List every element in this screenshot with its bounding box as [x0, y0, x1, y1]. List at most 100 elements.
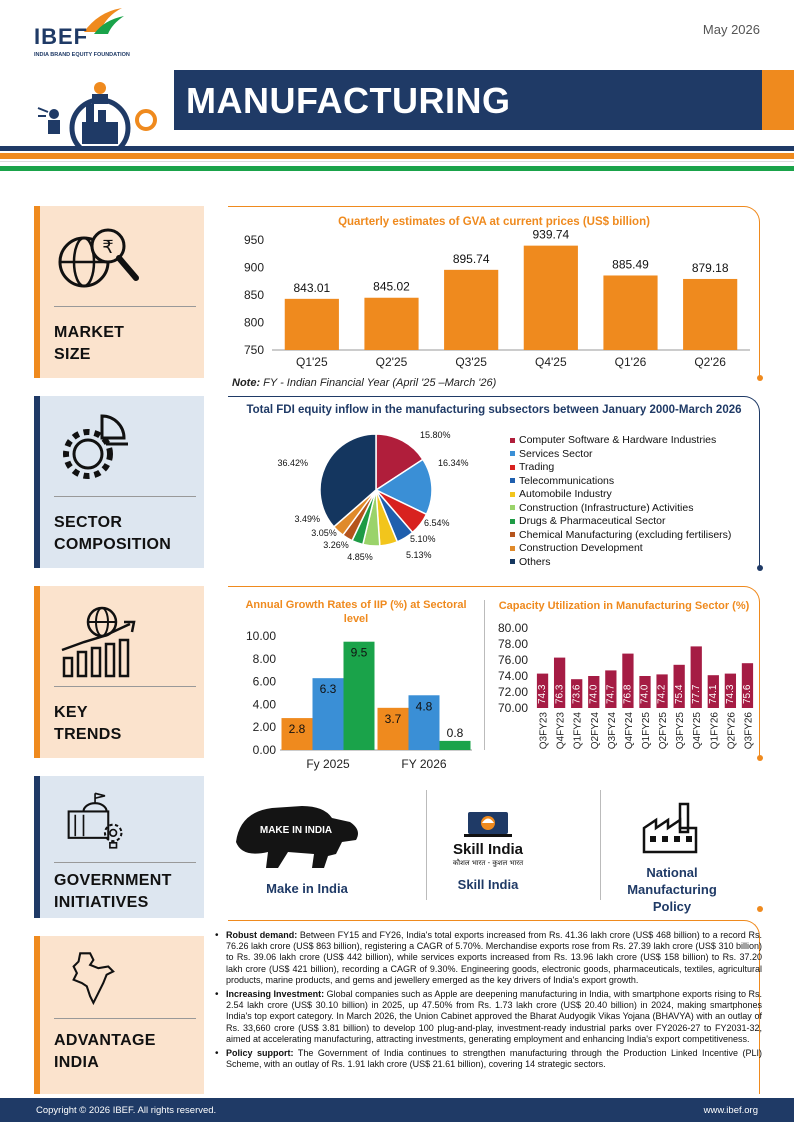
fdi-frame [228, 396, 760, 568]
capacity-y-tick: 80.00 [498, 621, 528, 635]
capacity-x-tick: Q2FY26 [726, 712, 737, 750]
gva-chart-title: Quarterly estimates of GVA at current pr… [338, 216, 650, 228]
sector-composition-label-1: SECTOR [54, 514, 123, 531]
capacity-value-label: 73.6 [571, 684, 582, 704]
sector-composition-panel: SECTOR COMPOSITION [34, 396, 204, 568]
capacity-x-tick: Q3FY26 [743, 712, 754, 750]
frame-dot [757, 375, 763, 381]
gva-bar [284, 298, 339, 350]
capacity-bar [536, 673, 549, 708]
gva-y-tick: 850 [244, 288, 264, 302]
iip-y-tick: 10.00 [246, 629, 276, 643]
capacity-value-label: 77.7 [691, 684, 702, 704]
make-in-india-lion-logo: MAKE IN INDIA [236, 806, 358, 868]
fdi-legend-item: Chemical Manufacturing (excluding fertil… [510, 529, 760, 543]
key-trends-panel: KEY TRENDS [34, 586, 204, 758]
stripe-white [0, 161, 794, 165]
iip-bar [439, 740, 471, 750]
capacity-bar [707, 675, 719, 708]
iip-value-label: 3.7 [385, 712, 402, 726]
capacity-bar [656, 674, 668, 708]
gva-y-tick: 800 [244, 316, 264, 330]
capacity-value-label: 74.1 [708, 684, 719, 704]
svg-text:कौशल भारत - कुशल भारत: कौशल भारत - कुशल भारत [453, 858, 524, 867]
gva-note: Note: FY - Indian Financial Year (April … [232, 377, 497, 389]
capacity-x-tick: Q4FY25 [692, 712, 703, 750]
government-initiatives-label-2: INITIATIVES [54, 894, 149, 911]
capacity-x-tick: Q3FY24 [607, 712, 618, 750]
gva-x-tick: Q1'26 [615, 355, 647, 369]
iip-x-tick: FY 2026 [401, 757, 446, 771]
capacity-bar [588, 676, 600, 708]
fdi-pie-slice [375, 433, 424, 492]
capacity-bar [724, 673, 737, 708]
fdi-legend-swatch [510, 491, 515, 497]
iip-bar [343, 641, 375, 750]
iip-y-tick: 4.00 [253, 697, 277, 711]
factory-icon [642, 802, 698, 854]
advantage-item-policy: Policy support: The Government of India … [214, 1048, 762, 1070]
gva-frame [228, 206, 760, 378]
logo-flag-icon [84, 8, 124, 34]
gva-x-tick: Q1'25 [296, 355, 328, 369]
trend-separator [484, 600, 485, 750]
capacity-value-label: 76.8 [623, 684, 634, 704]
india-map-icon [72, 952, 115, 1006]
sector-composition-label-2: COMPOSITION [54, 536, 172, 553]
gear-pie-icon [63, 414, 128, 479]
capacity-chart-title: Capacity Utilization in Manufacturing Se… [498, 600, 750, 612]
capacity-bar-chart: 70.00 72.00 74.00 76.00 78.00 80.00 74.3 Q3FY23… [498, 621, 754, 750]
iip-y-tick: 2.00 [253, 720, 277, 734]
capacity-x-tick: Q1FY25 [641, 712, 652, 750]
capacity-x-tick: Q1FY24 [573, 712, 584, 750]
capacity-y-tick: 78.00 [498, 637, 528, 651]
skill-india-label: Skill India [457, 877, 519, 892]
gva-bar [444, 269, 499, 350]
capacity-bar [741, 663, 754, 708]
fdi-slice-label: 3.26% [323, 540, 349, 550]
fdi-slice-label: 5.13% [406, 550, 432, 560]
fdi-legend-item: Trading [510, 461, 760, 475]
fdi-legend-swatch [510, 437, 515, 443]
gva-x-tick: Q2'25 [376, 355, 408, 369]
fdi-legend-swatch [510, 505, 515, 511]
iip-bar-chart: 0.00 2.00 4.00 6.00 8.00 10.00 2.8 6.3 9.5 3.7 4.8… [246, 629, 472, 771]
capacity-bar [571, 679, 583, 708]
fdi-slice-label: 16.34% [438, 458, 469, 468]
logo-subtitle: INDIA BRAND EQUITY FOUNDATION [34, 52, 130, 58]
skill-india-logo: Skill India कौशल भारत - कुशल भारत [453, 812, 524, 867]
website-link[interactable]: www.ibef.org [703, 1105, 758, 1116]
fdi-legend: Computer Software & Hardware Industries S… [510, 434, 760, 569]
capacity-value-label: 74.7 [605, 684, 616, 704]
capacity-y-tick: 70.00 [498, 701, 528, 715]
svg-text:Skill India: Skill India [453, 841, 524, 858]
market-size-label-1: MARKET [54, 324, 125, 341]
key-trends-label-1: KEY [54, 704, 88, 721]
capacity-value-label: 74.0 [588, 684, 599, 704]
fdi-legend-swatch [510, 545, 515, 551]
gva-bar [364, 297, 419, 350]
fdi-slice-label: 15.80% [420, 430, 451, 440]
frame-dot [757, 755, 763, 761]
fdi-legend-item: Services Sector [510, 448, 760, 462]
iip-bar [312, 678, 344, 750]
gva-y-tick: 950 [244, 233, 264, 247]
footer: Copyright © 2026 IBEF. All rights reserv… [0, 1098, 794, 1122]
iip-bar [408, 695, 440, 750]
capacity-bar [605, 670, 617, 708]
fdi-legend-item: Automobile Industry [510, 488, 760, 502]
fdi-pie-slice [319, 433, 377, 528]
fdi-legend-swatch [510, 464, 515, 470]
page-title: MANUFACTURING [186, 80, 511, 121]
gva-value-label: 843.01 [293, 281, 330, 295]
government-building-icon [67, 792, 123, 849]
capacity-x-tick: Q3FY23 [539, 712, 550, 750]
frame-dot [757, 565, 763, 571]
capacity-y-tick: 76.00 [498, 653, 528, 667]
fdi-slice-label: 5.10% [410, 534, 436, 544]
fdi-legend-swatch [510, 478, 515, 484]
globe-rupee-magnifier-icon: ₹ [58, 228, 139, 288]
factory-illustration-icon [37, 82, 157, 150]
fdi-legend-swatch [510, 518, 515, 524]
capacity-value-label: 74.3 [725, 684, 736, 704]
